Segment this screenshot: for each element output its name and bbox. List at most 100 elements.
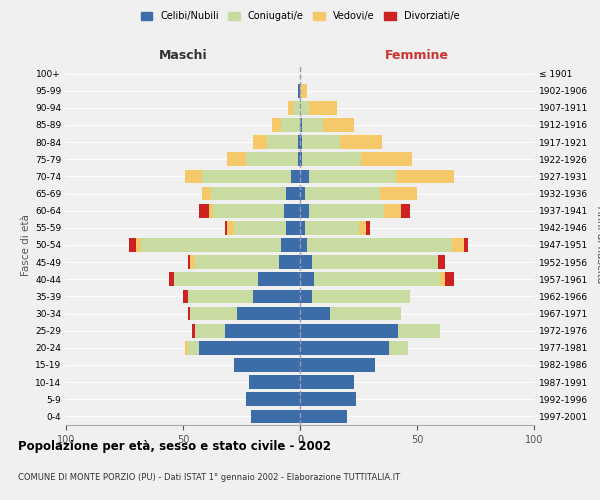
Bar xyxy=(214,204,284,218)
Bar xyxy=(185,341,188,354)
Bar xyxy=(246,392,300,406)
Bar xyxy=(300,84,307,98)
Bar xyxy=(300,358,375,372)
Bar xyxy=(237,306,300,320)
Bar xyxy=(300,410,347,424)
Bar xyxy=(312,256,438,269)
Bar xyxy=(199,204,209,218)
Bar xyxy=(365,221,370,234)
Bar xyxy=(445,272,454,286)
Bar xyxy=(340,136,382,149)
Bar xyxy=(289,101,293,114)
Bar xyxy=(173,272,258,286)
Bar xyxy=(331,306,401,320)
Bar xyxy=(193,324,194,338)
Bar xyxy=(190,256,194,269)
Bar xyxy=(310,204,384,218)
Bar xyxy=(389,341,407,354)
Bar xyxy=(188,290,253,304)
Bar xyxy=(281,118,300,132)
Bar xyxy=(300,306,331,320)
Bar xyxy=(305,221,359,234)
Bar xyxy=(298,84,300,98)
Bar xyxy=(300,256,312,269)
Bar xyxy=(300,272,314,286)
Bar xyxy=(359,221,365,234)
Bar xyxy=(384,204,401,218)
Bar xyxy=(398,324,440,338)
Bar xyxy=(284,204,300,218)
Bar xyxy=(300,324,398,338)
Bar xyxy=(225,221,227,234)
Bar xyxy=(185,170,202,183)
Bar xyxy=(248,376,300,389)
Bar xyxy=(300,392,356,406)
Bar xyxy=(300,341,389,354)
Bar xyxy=(438,256,445,269)
Title: Femmine: Femmine xyxy=(385,50,449,62)
Bar xyxy=(225,324,300,338)
Bar xyxy=(251,410,300,424)
Bar xyxy=(300,101,310,114)
Bar xyxy=(190,306,237,320)
Bar xyxy=(300,204,310,218)
Bar xyxy=(227,221,235,234)
Bar xyxy=(312,290,410,304)
Bar xyxy=(302,136,340,149)
Bar xyxy=(302,118,323,132)
Bar xyxy=(298,136,300,149)
Bar xyxy=(440,272,445,286)
Bar xyxy=(235,221,286,234)
Bar xyxy=(300,376,354,389)
Bar xyxy=(267,136,298,149)
Bar xyxy=(141,238,281,252)
Bar xyxy=(188,341,199,354)
Bar xyxy=(300,238,307,252)
Text: Popolazione per età, sesso e stato civile - 2002: Popolazione per età, sesso e stato civil… xyxy=(18,440,331,453)
Bar xyxy=(211,186,286,200)
Bar xyxy=(305,186,380,200)
Bar xyxy=(272,118,281,132)
Text: COMUNE DI MONTE PORZIO (PU) - Dati ISTAT 1° gennaio 2002 - Elaborazione TUTTITAL: COMUNE DI MONTE PORZIO (PU) - Dati ISTAT… xyxy=(18,473,400,482)
Bar xyxy=(396,170,454,183)
Bar xyxy=(253,136,267,149)
Bar xyxy=(290,170,300,183)
Bar xyxy=(169,272,173,286)
Bar xyxy=(188,256,190,269)
Y-axis label: Fasce di età: Fasce di età xyxy=(21,214,31,276)
Bar xyxy=(227,152,246,166)
Bar xyxy=(286,186,300,200)
Bar xyxy=(380,186,417,200)
Bar xyxy=(300,170,310,183)
Bar xyxy=(300,136,302,149)
Y-axis label: Anni di nascita: Anni di nascita xyxy=(595,206,600,284)
Bar xyxy=(300,186,305,200)
Bar xyxy=(195,324,225,338)
Bar xyxy=(202,186,211,200)
Bar xyxy=(129,238,136,252)
Bar xyxy=(310,101,337,114)
Bar xyxy=(300,221,305,234)
Bar xyxy=(323,118,354,132)
Bar xyxy=(298,152,300,166)
Bar xyxy=(314,272,440,286)
Bar xyxy=(281,238,300,252)
Bar xyxy=(199,341,300,354)
Bar xyxy=(235,358,300,372)
Bar xyxy=(361,152,412,166)
Bar xyxy=(300,152,302,166)
Bar xyxy=(452,238,464,252)
Bar xyxy=(209,204,214,218)
Legend: Celibi/Nubili, Coniugati/e, Vedovi/e, Divorziati/e: Celibi/Nubili, Coniugati/e, Vedovi/e, Di… xyxy=(137,8,463,25)
Bar xyxy=(253,290,300,304)
Bar xyxy=(401,204,410,218)
Bar xyxy=(246,152,298,166)
Bar xyxy=(183,290,188,304)
Title: Maschi: Maschi xyxy=(158,50,208,62)
Bar xyxy=(188,306,190,320)
Bar xyxy=(194,256,279,269)
Bar xyxy=(300,290,312,304)
Bar xyxy=(302,152,361,166)
Bar xyxy=(464,238,469,252)
Bar xyxy=(202,170,290,183)
